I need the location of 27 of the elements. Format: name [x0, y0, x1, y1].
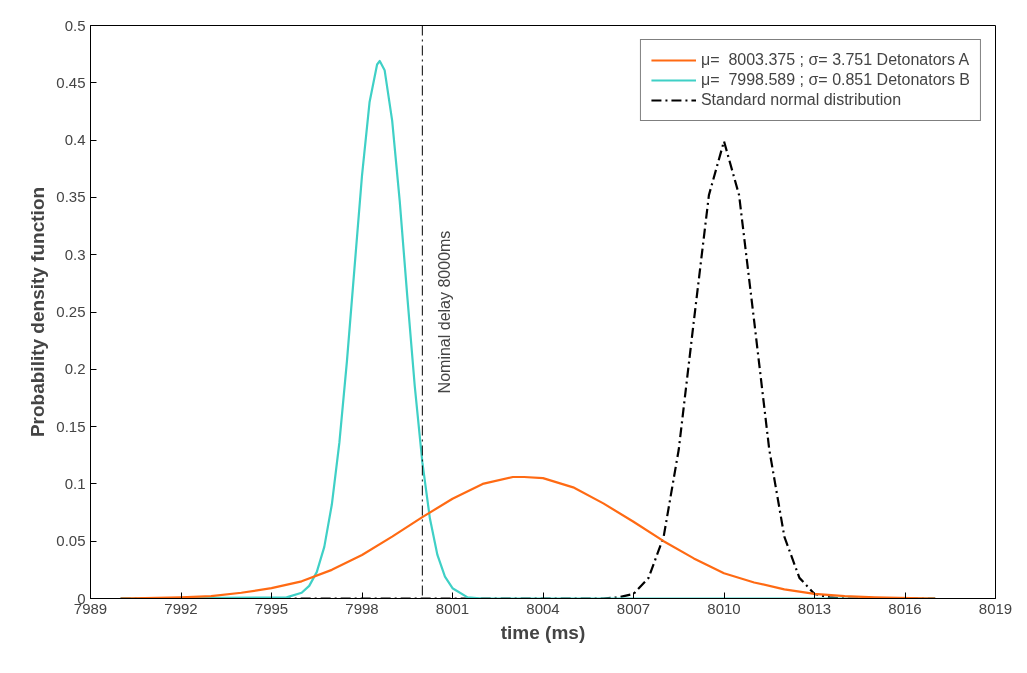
legend-label: μ= 7998.589 ; σ= 0.851 Detonators B [700, 71, 970, 89]
x-tick-label: 7995 [254, 599, 289, 617]
x-tick-label: 7992 [164, 599, 198, 617]
y-tick-label: 0.45 [56, 73, 86, 91]
x-tick-label: 8004 [526, 599, 560, 617]
y-tick-label: 0.35 [56, 188, 86, 206]
y-tick-label: 0.5 [64, 16, 86, 34]
line-series [119, 475, 937, 599]
y-tick-label: 0.05 [56, 532, 86, 550]
legend-label: μ= 8003.375 ; σ= 3.751 Detonators A [700, 51, 970, 69]
x-tick-label: 8007 [616, 599, 651, 617]
x-tick-label: 8010 [707, 599, 741, 617]
y-tick-label: 0.1 [64, 474, 86, 492]
x-tick-label: 7998 [345, 599, 379, 617]
y-axis-title: Probability density function [27, 186, 49, 438]
x-tick-label: 8001 [435, 599, 470, 617]
y-tick-label: 0.25 [56, 303, 86, 320]
y-tick-label: 0.2 [64, 360, 86, 378]
x-tick-label: 8016 [888, 599, 922, 617]
x-axis-title: time (ms) [500, 621, 586, 643]
ref-line-label: Nominal delay 8000ms [435, 230, 453, 394]
y-tick-label: 0.4 [64, 131, 86, 149]
y-tick-label: 0.3 [64, 245, 86, 263]
y-tick-label: 0.15 [56, 417, 86, 435]
legend-label: Standard normal distribution [700, 91, 902, 109]
x-tick-label: 8013 [797, 599, 832, 617]
x-tick-label: 8019 [978, 599, 1013, 617]
